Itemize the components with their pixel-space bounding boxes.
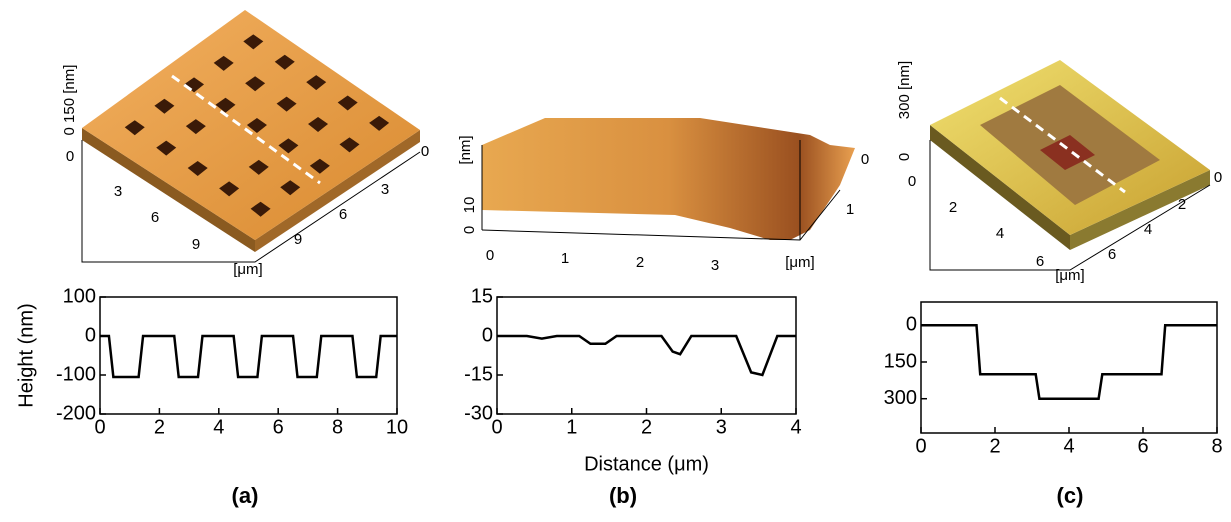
pit (246, 118, 267, 134)
surface-c (929, 60, 1211, 271)
pit (308, 116, 329, 132)
pit (154, 98, 175, 114)
surface-tick-label: 0 (896, 153, 913, 161)
surface-tick-label: [μm] (1055, 267, 1084, 284)
pit (276, 96, 297, 112)
surface-tick-label: [μm] (785, 254, 814, 271)
surface-tick-label: 3 (381, 181, 389, 198)
surface-tick-label: 2 (1178, 196, 1186, 213)
y-tick-label: -100 (56, 363, 96, 385)
y-tick-label: 0 (482, 324, 493, 346)
surface-tick-label: 1 (846, 201, 854, 218)
surface-tick-label: 3 (114, 183, 122, 200)
surface-tick-label: 4 (996, 225, 1004, 242)
y-tick-label: 150 (884, 350, 917, 372)
pit (219, 181, 240, 197)
x-tick-label: 2 (989, 435, 1000, 457)
pit (248, 159, 269, 175)
surface-tick-label: [μm] (233, 261, 262, 278)
x-tick-label: 8 (1211, 435, 1222, 457)
surface-tick-label: 1 (561, 250, 569, 267)
y-tick-label: -15 (464, 363, 493, 385)
surface-tick-label: 9 (294, 231, 302, 248)
profile-line (921, 324, 1217, 400)
surface-tick-label: 0 (461, 226, 478, 234)
x-tick-label: 0 (915, 435, 926, 457)
pit (185, 119, 206, 135)
y-tick-label: -30 (464, 402, 493, 424)
surface-tick-label: 6 (339, 206, 347, 223)
panel-label: (b) (609, 483, 637, 508)
x-tick-label: 1 (566, 416, 577, 438)
pit (243, 34, 264, 50)
pit (339, 137, 360, 153)
surface-tick-label: [nm] (457, 135, 474, 164)
surface-tick-label: 0 (861, 151, 869, 168)
pit (274, 54, 295, 70)
x-tick-label: 2 (154, 416, 165, 438)
surface-tick-label: 0 (66, 148, 74, 165)
surface-tick-label: 10 (461, 197, 478, 214)
x-tick-label: 0 (94, 416, 105, 438)
plot-frame (99, 296, 398, 415)
x-tick-label: 3 (716, 416, 727, 438)
pit (280, 180, 301, 196)
surface-tick-label: 6 (151, 209, 159, 226)
surface-tick-label: 2 (949, 199, 957, 216)
surface-tick-label: 9 (192, 236, 200, 253)
plot-frame (496, 296, 797, 415)
surface-tick-label: 6 (1036, 253, 1044, 270)
pit (309, 158, 330, 174)
plot-frame (920, 301, 1218, 434)
pit (184, 77, 205, 93)
profile-line (100, 334, 397, 379)
pit (187, 160, 208, 176)
y-tick-label: -200 (56, 402, 96, 424)
surface-tick-label: 0 (908, 173, 916, 190)
surface-tick-label: 0 150 [nm] (61, 65, 78, 136)
surface-tick-label: 0 (421, 143, 429, 160)
y-tick-label: 100 (63, 285, 96, 307)
pit (156, 140, 177, 156)
pit (245, 76, 266, 92)
x-tick-label: 0 (491, 416, 502, 438)
pit (278, 138, 299, 154)
pit (306, 75, 327, 91)
x-tick-label: 2 (641, 416, 652, 438)
pit (250, 201, 271, 217)
x-axis-label: Distance (μm) (584, 453, 709, 475)
surface-tick-label: 0 (1214, 169, 1222, 186)
y-tick-label: 300 (884, 387, 917, 409)
y-axis-label: Height (nm) (15, 303, 37, 407)
pit (215, 97, 236, 113)
pit (124, 120, 145, 136)
surface-tick-label: 4 (1144, 221, 1152, 238)
panel-label: (a) (232, 483, 259, 508)
surface-tick-label: 6 (1108, 246, 1116, 263)
surface-tick-label: 2 (636, 254, 644, 271)
profile-line (497, 334, 796, 377)
x-tick-label: 8 (332, 416, 343, 438)
surface-b (481, 118, 855, 241)
y-tick-label: 0 (85, 324, 96, 346)
x-tick-label: 10 (386, 416, 408, 438)
x-tick-label: 4 (790, 416, 801, 438)
surface-tick-label: 0 (486, 247, 494, 264)
pit (213, 55, 234, 71)
pit (369, 115, 390, 131)
surface-tick-label: 300 [nm] (896, 61, 913, 119)
surface-tick-label: 3 (711, 257, 719, 274)
x-tick-label: 4 (213, 416, 224, 438)
x-tick-label: 6 (273, 416, 284, 438)
panel-label: (c) (1057, 483, 1084, 508)
x-tick-label: 6 (1137, 435, 1148, 457)
x-tick-label: 4 (1063, 435, 1074, 457)
y-tick-label: 0 (906, 314, 917, 336)
pit (337, 95, 358, 111)
surface-a (81, 10, 421, 263)
y-tick-label: 15 (471, 285, 493, 307)
